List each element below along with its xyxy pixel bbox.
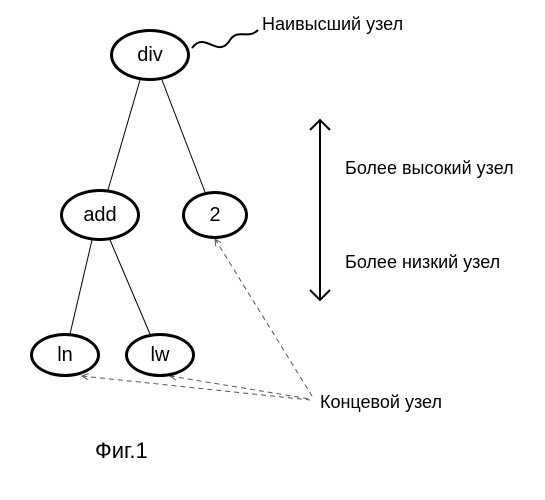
edge-add-lw (110, 240, 150, 334)
dashed-2-head (82, 374, 89, 380)
range-arrow (310, 120, 330, 300)
dashed-3 (170, 376, 310, 399)
label-top: Наивысший узел (262, 14, 403, 35)
arrow-head-up (310, 120, 330, 130)
node-two: 2 (182, 191, 248, 239)
node-label: add (83, 204, 116, 227)
dashed-1 (215, 239, 312, 396)
label-low: Более низкий узел (345, 252, 500, 273)
node-label: 2 (209, 204, 220, 227)
tree-diagram: div add 2 ln lw Наивысший узел Более выс… (0, 0, 545, 500)
node-div: div (110, 29, 190, 81)
arrow-head-down (310, 290, 330, 300)
label-leaf: Концевой узел (320, 392, 442, 413)
figure-caption: Фиг.1 (95, 438, 148, 464)
dashed-1-head (215, 239, 221, 246)
edge-add-ln (70, 240, 92, 334)
label-high: Более высокий узел (345, 158, 514, 179)
node-label: div (137, 44, 163, 67)
edge-div-two (162, 80, 205, 192)
dashed-2 (82, 376, 310, 400)
node-add: add (60, 189, 140, 241)
node-lw: lw (125, 333, 195, 377)
node-label: lw (151, 344, 170, 367)
squiggle-connector (192, 30, 258, 48)
node-label: ln (57, 344, 73, 367)
dashed-leaders (82, 239, 312, 400)
node-ln: ln (30, 333, 100, 377)
edge-div-add (108, 80, 140, 190)
edges-layer (0, 0, 545, 500)
